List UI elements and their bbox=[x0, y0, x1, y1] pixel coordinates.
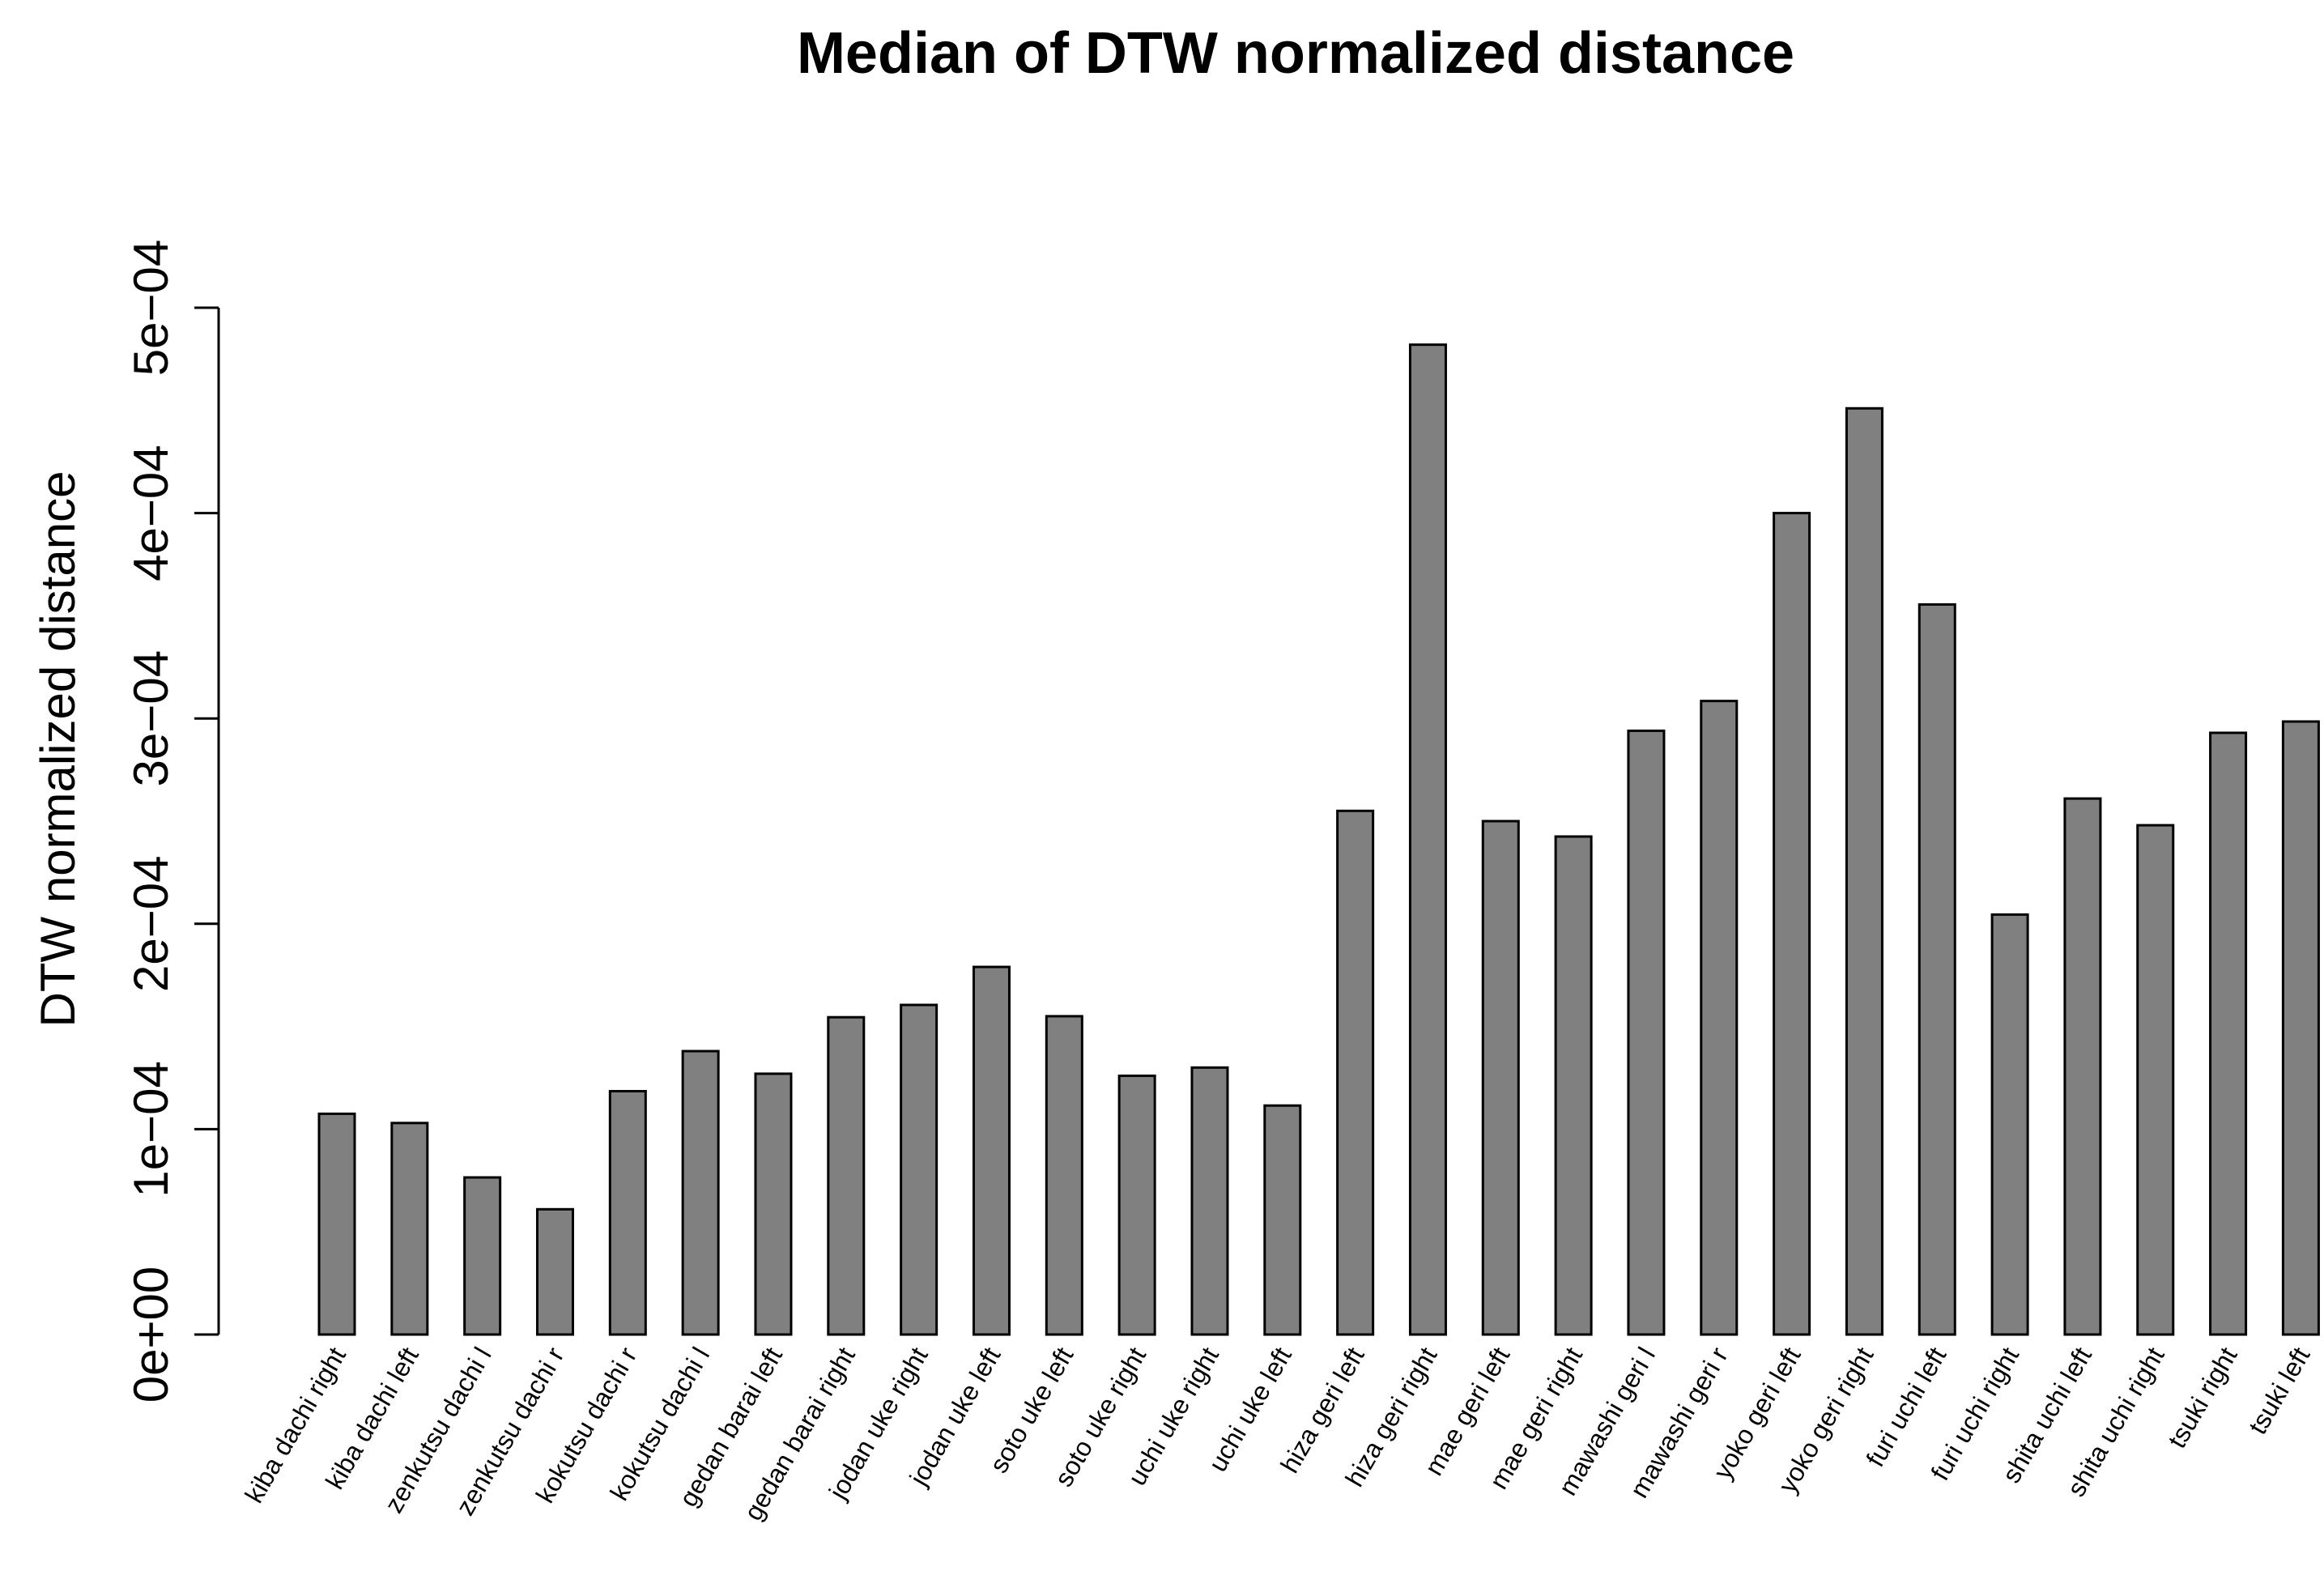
bar-tsuki-right bbox=[2209, 731, 2248, 1336]
bar-mae-geri-left bbox=[1481, 820, 1520, 1336]
bar-uchi-uke-right bbox=[1190, 1066, 1229, 1336]
y-axis: 0e+00 1e−04 2e−04 3e−04 4e−04 5e−04 bbox=[124, 240, 220, 1403]
y-tick-label: 0e+00 bbox=[124, 1267, 178, 1403]
y-tick-label: 3e−04 bbox=[124, 650, 178, 787]
bars bbox=[317, 343, 2320, 1336]
bar-kokutsu-dachi-r bbox=[608, 1089, 647, 1336]
bar-furi-uchi-left bbox=[1918, 602, 1956, 1336]
y-axis-label: DTW normalized distance bbox=[31, 471, 85, 1028]
bar-gedan-barai-left bbox=[754, 1072, 793, 1336]
bar-gedan-barai-right bbox=[827, 1015, 866, 1336]
bar-yoko-geri-left bbox=[1773, 512, 1811, 1336]
y-tick-label: 5e−04 bbox=[124, 240, 178, 377]
y-tick-label: 4e−04 bbox=[124, 445, 178, 581]
bar-jodan-uke-left bbox=[972, 965, 1011, 1336]
bar-hiza-geri-right bbox=[1408, 343, 1447, 1336]
bar-tsuki-left bbox=[2281, 720, 2320, 1336]
y-tick-label: 1e−04 bbox=[124, 1061, 178, 1198]
chart-title: Median of DTW normalized distance bbox=[797, 21, 1794, 86]
bar-shita-uchi-left bbox=[2063, 797, 2102, 1336]
bar-hiza-geri-left bbox=[1336, 809, 1375, 1336]
bar-mawashi-geri-r bbox=[1700, 700, 1739, 1336]
bar-soto-uke-left bbox=[1045, 1015, 1083, 1336]
y-tick-label: 2e−04 bbox=[124, 856, 178, 993]
bar-furi-uchi-right bbox=[1990, 913, 2029, 1336]
bar-jodan-uke-right bbox=[900, 1003, 939, 1336]
bar-kiba-dachi-left bbox=[390, 1122, 429, 1336]
bar-yoko-geri-right bbox=[1845, 407, 1883, 1336]
bar-zenkutsu-dachi-r bbox=[535, 1207, 574, 1336]
bar-mawashi-geri-l bbox=[1627, 729, 1666, 1336]
bar-kiba-dachi-right bbox=[317, 1112, 356, 1336]
bar-kokutsu-dachi-l bbox=[681, 1049, 720, 1336]
bar-mae-geri-right bbox=[1554, 835, 1593, 1336]
bar-soto-uke-right bbox=[1117, 1074, 1156, 1336]
bar-shita-uchi-right bbox=[2136, 824, 2175, 1336]
bar-zenkutsu-dachi-l bbox=[463, 1176, 502, 1336]
bar-uchi-uke-left bbox=[1263, 1104, 1302, 1336]
